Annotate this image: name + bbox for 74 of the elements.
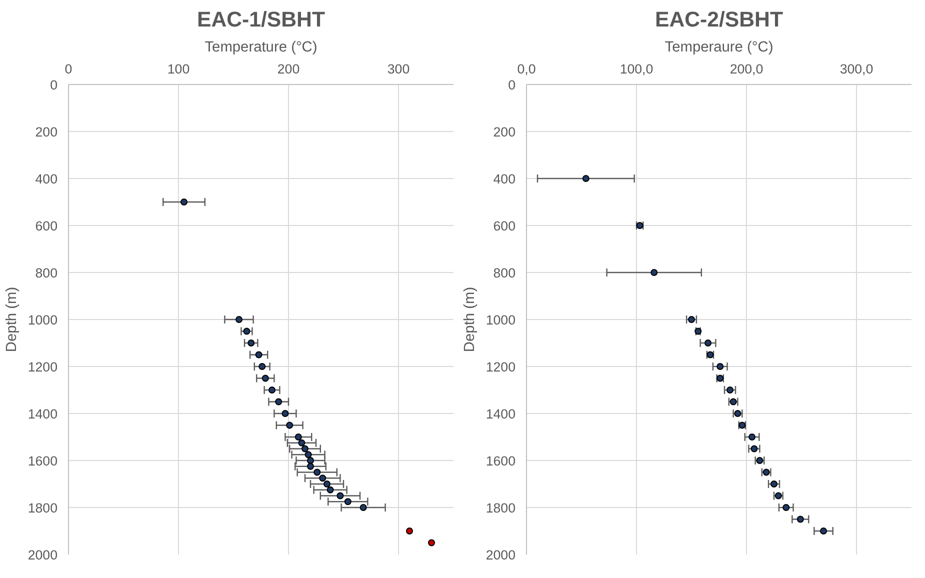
x-tick-label: 200,0 (730, 62, 764, 76)
y-tick-label: 800 (35, 266, 58, 280)
point (282, 410, 289, 417)
point (302, 445, 308, 452)
y-tick-label: 1200 (486, 360, 516, 374)
y-tick-label: 0 (508, 78, 516, 92)
point (360, 504, 367, 511)
point (688, 316, 695, 323)
point (314, 468, 321, 476)
y-tick-label: 1600 (486, 454, 516, 468)
y-tick-label: 1800 (486, 500, 516, 516)
y-tick-label: 800 (493, 266, 516, 280)
point (326, 486, 334, 494)
point (319, 474, 326, 482)
y-tick-label: 1200 (28, 360, 58, 374)
y-tick-label: 1400 (486, 406, 516, 422)
x-tick-label: 200 (277, 62, 300, 76)
y-tick-label: 1000 (486, 312, 516, 328)
point (248, 340, 255, 346)
y-tick-label: 1600 (28, 454, 58, 468)
x-tick-label: 300,0 (840, 62, 874, 76)
point (307, 457, 314, 464)
point (716, 363, 724, 370)
x-tick-label: 300 (387, 62, 410, 76)
y-tick-label: 2000 (28, 548, 58, 562)
y-tick-label: 600 (493, 218, 516, 234)
point (770, 480, 778, 488)
point (268, 386, 276, 394)
point (304, 451, 312, 458)
point (428, 539, 435, 546)
y-tick-label: 0 (50, 78, 58, 92)
point (582, 175, 590, 182)
point (344, 498, 352, 506)
point (262, 374, 269, 382)
y-tick-label: 200 (493, 124, 516, 140)
y-tick-label: 400 (493, 172, 516, 186)
point (180, 198, 188, 206)
y-tick-label: 600 (35, 218, 58, 234)
x-axis-title: Temperaure (°C) (664, 40, 774, 56)
y-tick-label: 400 (35, 172, 58, 186)
point (750, 445, 758, 452)
point (324, 480, 330, 488)
point (820, 528, 827, 534)
y-tick-label: 1400 (28, 406, 58, 422)
x-tick-label: 0,0 (517, 62, 536, 76)
point (336, 492, 344, 500)
x-axis-title: Temperature (°C) (204, 40, 318, 56)
chart-title: EAC-2/SBHT (655, 8, 783, 32)
y-tick-label: 200 (35, 124, 58, 140)
y-tick-label: 1800 (28, 500, 58, 516)
point (294, 434, 302, 440)
point (704, 340, 712, 346)
x-tick-label: 0 (64, 62, 72, 76)
y-axis-title: Depth (m) (4, 286, 20, 352)
point (782, 504, 790, 511)
point (796, 516, 804, 523)
x-tick-label: 100 (167, 62, 190, 76)
point (307, 462, 314, 470)
point (286, 422, 294, 429)
y-axis-title: Depth (m) (462, 286, 478, 352)
point (255, 351, 262, 358)
point (243, 328, 250, 335)
point (650, 269, 658, 276)
x-tick-label: 100,0 (620, 62, 654, 76)
y-tick-label: 2000 (486, 548, 516, 562)
point (275, 398, 282, 406)
chart-title: EAC-1/SBHT (197, 8, 325, 32)
y-tick-label: 1000 (28, 312, 58, 328)
point (298, 439, 306, 446)
point (726, 386, 734, 394)
point (236, 316, 242, 323)
point (406, 528, 413, 534)
point (748, 434, 756, 440)
point (258, 363, 266, 370)
